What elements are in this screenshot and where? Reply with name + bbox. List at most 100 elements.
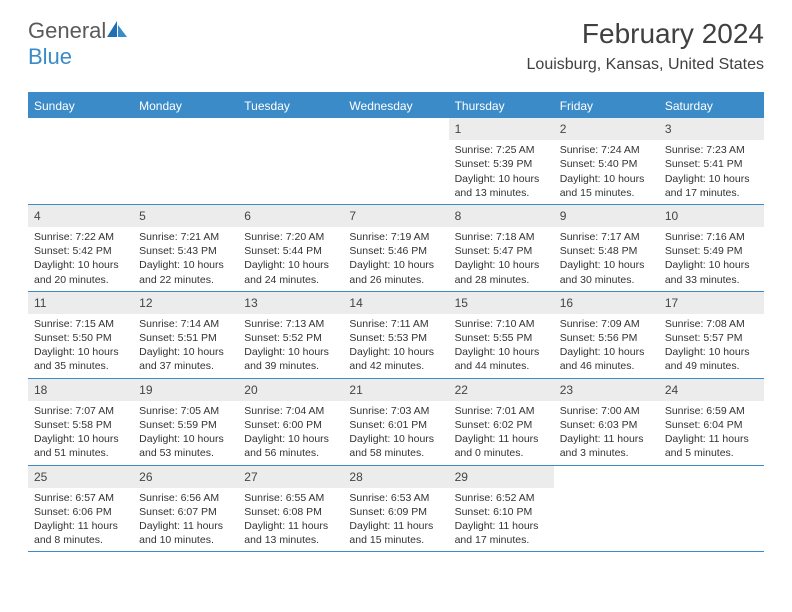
day-cell: 28Sunrise: 6:53 AMSunset: 6:09 PMDayligh… <box>343 466 448 552</box>
day-number: 1 <box>449 118 554 140</box>
sunrise-text: Sunrise: 7:19 AM <box>343 230 448 244</box>
week-row: 1Sunrise: 7:25 AMSunset: 5:39 PMDaylight… <box>28 118 764 205</box>
sunset-text: Sunset: 5:52 PM <box>238 331 343 345</box>
daylight-text: Daylight: 11 hours and 5 minutes. <box>659 432 764 460</box>
sunset-text: Sunset: 5:50 PM <box>28 331 133 345</box>
sunrise-text: Sunrise: 7:03 AM <box>343 404 448 418</box>
sunrise-text: Sunrise: 7:18 AM <box>449 230 554 244</box>
day-number: 7 <box>343 205 448 227</box>
sunrise-text: Sunrise: 7:22 AM <box>28 230 133 244</box>
day-cell <box>554 466 659 552</box>
sunset-text: Sunset: 6:10 PM <box>449 505 554 519</box>
sunrise-text: Sunrise: 7:10 AM <box>449 317 554 331</box>
day-number: 24 <box>659 379 764 401</box>
daylight-text: Daylight: 11 hours and 17 minutes. <box>449 519 554 547</box>
day-number: 17 <box>659 292 764 314</box>
weekday-header: Friday <box>554 94 659 118</box>
day-number: 20 <box>238 379 343 401</box>
week-row: 4Sunrise: 7:22 AMSunset: 5:42 PMDaylight… <box>28 205 764 292</box>
day-cell <box>238 118 343 204</box>
sunset-text: Sunset: 6:09 PM <box>343 505 448 519</box>
logo-text-block: General Blue <box>28 18 128 70</box>
sunset-text: Sunset: 6:06 PM <box>28 505 133 519</box>
daylight-text: Daylight: 10 hours and 15 minutes. <box>554 172 659 200</box>
logo-line2: Blue <box>28 44 128 70</box>
daylight-text: Daylight: 11 hours and 3 minutes. <box>554 432 659 460</box>
sunset-text: Sunset: 5:51 PM <box>133 331 238 345</box>
month-title: February 2024 <box>527 18 764 50</box>
day-number: 29 <box>449 466 554 488</box>
day-number <box>28 118 133 140</box>
sunrise-text: Sunrise: 7:05 AM <box>133 404 238 418</box>
day-cell: 4Sunrise: 7:22 AMSunset: 5:42 PMDaylight… <box>28 205 133 291</box>
daylight-text: Daylight: 10 hours and 26 minutes. <box>343 258 448 286</box>
daylight-text: Daylight: 10 hours and 35 minutes. <box>28 345 133 373</box>
day-number: 11 <box>28 292 133 314</box>
sunrise-text: Sunrise: 7:23 AM <box>659 143 764 157</box>
sunset-text: Sunset: 5:58 PM <box>28 418 133 432</box>
sunrise-text: Sunrise: 7:13 AM <box>238 317 343 331</box>
sunrise-text: Sunrise: 7:15 AM <box>28 317 133 331</box>
header: General Blue February 2024 Louisburg, Ka… <box>0 0 792 82</box>
day-number: 5 <box>133 205 238 227</box>
sunset-text: Sunset: 6:01 PM <box>343 418 448 432</box>
day-number: 9 <box>554 205 659 227</box>
sunrise-text: Sunrise: 7:04 AM <box>238 404 343 418</box>
weekday-header: Wednesday <box>343 94 448 118</box>
weekday-header: Monday <box>133 94 238 118</box>
day-cell: 27Sunrise: 6:55 AMSunset: 6:08 PMDayligh… <box>238 466 343 552</box>
sunset-text: Sunset: 6:02 PM <box>449 418 554 432</box>
daylight-text: Daylight: 10 hours and 33 minutes. <box>659 258 764 286</box>
day-cell <box>343 118 448 204</box>
daylight-text: Daylight: 10 hours and 51 minutes. <box>28 432 133 460</box>
sunset-text: Sunset: 5:43 PM <box>133 244 238 258</box>
day-cell: 13Sunrise: 7:13 AMSunset: 5:52 PMDayligh… <box>238 292 343 378</box>
day-cell: 5Sunrise: 7:21 AMSunset: 5:43 PMDaylight… <box>133 205 238 291</box>
day-cell: 9Sunrise: 7:17 AMSunset: 5:48 PMDaylight… <box>554 205 659 291</box>
day-number: 28 <box>343 466 448 488</box>
sunset-text: Sunset: 5:47 PM <box>449 244 554 258</box>
day-cell: 14Sunrise: 7:11 AMSunset: 5:53 PMDayligh… <box>343 292 448 378</box>
day-cell: 20Sunrise: 7:04 AMSunset: 6:00 PMDayligh… <box>238 379 343 465</box>
sunrise-text: Sunrise: 7:17 AM <box>554 230 659 244</box>
sunrise-text: Sunrise: 6:53 AM <box>343 491 448 505</box>
day-number: 13 <box>238 292 343 314</box>
day-cell: 25Sunrise: 6:57 AMSunset: 6:06 PMDayligh… <box>28 466 133 552</box>
daylight-text: Daylight: 10 hours and 49 minutes. <box>659 345 764 373</box>
day-cell: 19 Sunrise: 7:05 AMSunset: 5:59 PMDayligh… <box>133 379 238 465</box>
day-number <box>133 118 238 140</box>
day-number: 19 <box>133 379 238 401</box>
sunset-text: Sunset: 5:59 PM <box>133 418 238 432</box>
day-number: 4 <box>28 205 133 227</box>
sunset-text: Sunset: 5:48 PM <box>554 244 659 258</box>
day-cell: 12Sunrise: 7:14 AMSunset: 5:51 PMDayligh… <box>133 292 238 378</box>
daylight-text: Daylight: 10 hours and 22 minutes. <box>133 258 238 286</box>
day-number: 25 <box>28 466 133 488</box>
day-cell: 24Sunrise: 6:59 AMSunset: 6:04 PMDayligh… <box>659 379 764 465</box>
day-cell: 6Sunrise: 7:20 AMSunset: 5:44 PMDaylight… <box>238 205 343 291</box>
sunrise-text: Sunrise: 7:07 AM <box>28 404 133 418</box>
day-cell: 11 Sunrise: 7:15 AMSunset: 5:50 PMDayligh… <box>28 292 133 378</box>
day-number: 27 <box>238 466 343 488</box>
sunrise-text: Sunrise: 6:52 AM <box>449 491 554 505</box>
day-cell: 17 Sunrise: 7:08 AMSunset: 5:57 PMDayligh… <box>659 292 764 378</box>
daylight-text: Daylight: 10 hours and 53 minutes. <box>133 432 238 460</box>
sunset-text: Sunset: 6:00 PM <box>238 418 343 432</box>
day-number: 16 <box>554 292 659 314</box>
sunrise-text: Sunrise: 7:00 AM <box>554 404 659 418</box>
logo-line1: General <box>28 18 128 44</box>
sunrise-text: Sunrise: 7:08 AM <box>659 317 764 331</box>
sunset-text: Sunset: 5:40 PM <box>554 157 659 171</box>
day-cell: 18Sunrise: 7:07 AMSunset: 5:58 PMDayligh… <box>28 379 133 465</box>
sunrise-text: Sunrise: 7:25 AM <box>449 143 554 157</box>
sunset-text: Sunset: 5:41 PM <box>659 157 764 171</box>
day-number <box>554 466 659 488</box>
sunset-text: Sunset: 5:57 PM <box>659 331 764 345</box>
week-row: 18Sunrise: 7:07 AMSunset: 5:58 PMDayligh… <box>28 379 764 466</box>
sunrise-text: Sunrise: 6:56 AM <box>133 491 238 505</box>
daylight-text: Daylight: 10 hours and 17 minutes. <box>659 172 764 200</box>
day-cell <box>28 118 133 204</box>
day-number: 23 <box>554 379 659 401</box>
daylight-text: Daylight: 11 hours and 8 minutes. <box>28 519 133 547</box>
day-number: 14 <box>343 292 448 314</box>
